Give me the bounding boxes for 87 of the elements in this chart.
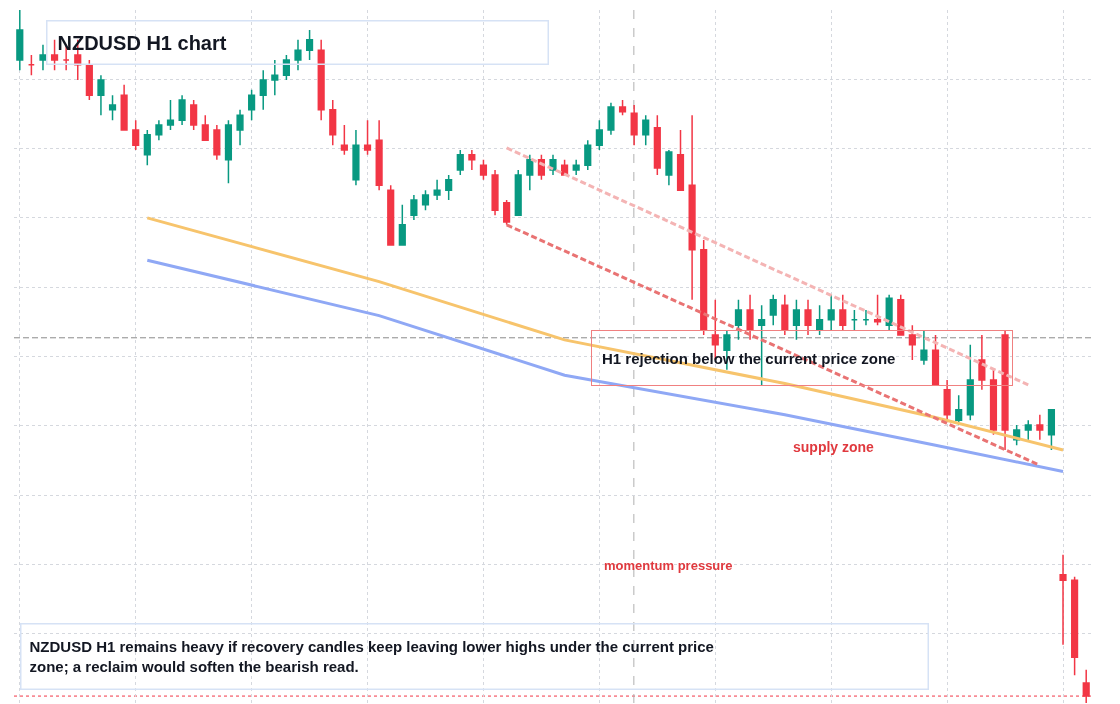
candlestick [108,94,117,121]
candlestick [630,104,638,146]
candlestick [259,69,267,111]
candlestick [526,154,534,191]
candlestick [97,74,105,117]
candlestick [27,54,35,76]
candlestick [132,119,140,151]
candlestick [120,84,128,131]
candlestick [827,294,835,331]
annotation: NZDUSD H1 remains heavy if recovery candles keep leaving lower highs under the current price zone; a reclaim would soften the bearish read. [29,638,714,675]
candlestick [282,54,290,81]
candlestick [190,99,198,131]
candlestick [166,99,175,131]
candlestick [885,294,893,331]
candlestick [1071,576,1079,677]
candlestick [781,294,789,336]
candlestick [700,239,708,336]
candlestick [1047,409,1056,451]
candlestick [931,334,940,386]
candlestick [584,139,592,171]
candlestick [989,368,998,436]
candlestick [572,158,580,176]
candlestick [433,179,441,201]
candlestick [966,343,974,422]
candlestick [39,43,47,72]
candlestick [445,174,453,201]
candlestick [155,119,163,142]
candlestick [387,184,395,246]
candlestick [305,29,314,61]
candlestick [1059,553,1067,646]
candlestick [804,298,812,336]
candlestick [317,39,325,121]
candlestick [398,203,406,246]
candlestick [1024,419,1032,441]
candlestick [143,129,151,166]
candlestick [607,102,615,136]
candlestick [850,309,858,331]
candlestick [456,149,464,176]
candlestick [421,189,430,212]
annotation: supply zone [793,439,875,455]
candlestick [653,114,661,176]
candlestick [236,109,244,146]
candlestick [375,119,383,191]
candlestick [862,309,870,327]
candlestick [248,88,256,121]
candlestick [224,119,233,184]
candlestick [352,129,360,187]
candlestick [1036,413,1044,441]
candlestick [746,294,754,341]
candlestick [920,329,928,366]
candlestick [676,129,685,191]
candlestick [549,154,557,176]
candlestick [213,124,221,161]
candlestick [491,169,499,216]
text: NZDUSD H1 chart [57,31,227,54]
candlestick [618,99,627,117]
candlestick [16,10,24,72]
candlestick [642,114,650,146]
candlestick [178,94,186,126]
candlestick [294,39,302,72]
candlestick [201,114,209,142]
candlestick [595,119,603,151]
candlestick [839,294,847,331]
candlestick [688,114,696,301]
candlestick [769,294,777,327]
candlestick [503,199,511,226]
candlestick [734,298,743,341]
candlestick [410,194,418,221]
candlestick [792,298,801,341]
candlestick [363,119,372,156]
candlestick [908,324,916,361]
candlestick [468,149,476,171]
candlestick [897,294,905,336]
candlestick [85,59,93,101]
candlestick [665,149,673,187]
annotation: momentum pressure [604,558,733,573]
candlestick [978,334,986,391]
candlestick [479,158,488,181]
candlestick [873,294,882,327]
candlestick [340,124,348,156]
candlestick [943,379,951,422]
candlestick [514,169,522,216]
candlestick [271,59,279,96]
candlestick [50,39,59,72]
candlestick [329,99,337,146]
candlestick [816,304,824,336]
candlestick [1001,329,1009,451]
